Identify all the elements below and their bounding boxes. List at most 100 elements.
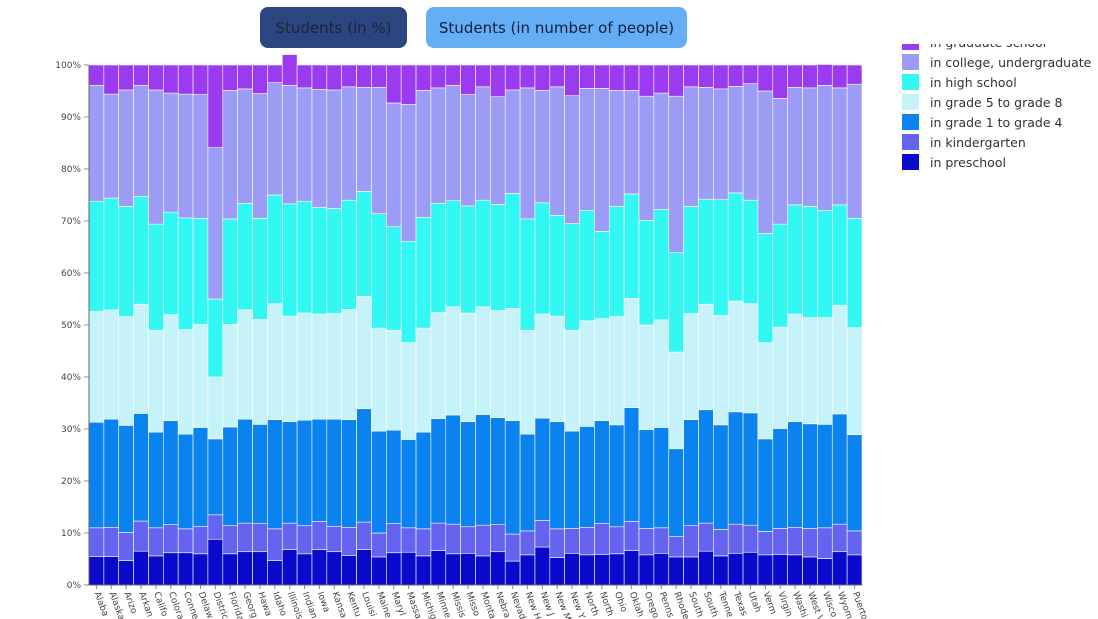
bar-segment [787,421,803,528]
legend-swatch [902,134,919,150]
legend-item[interactable]: in grade 5 to grade 8 [902,94,1062,110]
bar-segment [356,521,372,550]
bar-segment [683,419,699,527]
bar-segment [698,198,714,305]
bar-segment [118,64,134,91]
bar-segment [683,64,699,88]
bar-segment [148,527,164,557]
bar-segment [460,64,476,95]
bar-segment [341,526,357,556]
bar-segment [727,411,744,525]
bar-segment [698,87,714,200]
bar-segment [519,329,536,435]
bar-segment [623,64,640,91]
bar-segment [88,84,105,202]
bar-segment [133,64,149,86]
bar-segment [415,217,432,329]
bar-segment [222,324,238,428]
bar-segment [594,554,610,586]
bar-segment [88,527,105,557]
bar-segment [638,429,655,529]
bar-segment [386,329,402,431]
bar-segment [430,203,447,313]
legend-label: in college, undergraduate [930,54,1092,70]
bar-segment [653,552,670,586]
legend-label: in high school [930,74,1017,90]
students-count-button[interactable]: Students (in number of people) [426,7,687,48]
bar-segment [163,211,179,315]
bar-segment [802,423,818,529]
bar-segment [177,329,194,435]
bar-segment [133,550,149,586]
bar-segment [802,87,818,207]
bar-segment [356,191,372,297]
bar-segment [504,64,521,91]
bar-segment [103,93,120,199]
bar-segment [594,523,610,555]
bar-segment [207,438,224,516]
bar-segment [267,419,283,530]
bar-segment [192,525,209,555]
bar-segment [296,553,313,586]
legend-item[interactable]: in preschool [902,154,1006,170]
legend-item[interactable]: in graduate school [902,44,1046,50]
bar-segment [817,84,833,211]
bar-segment [386,429,402,524]
legend-item[interactable]: in college, undergraduate [902,54,1091,70]
bar-segment [311,64,328,90]
bar-segment [326,551,343,586]
bar-segment [579,554,595,586]
bar-segment [727,86,744,194]
students-percent-button[interactable]: Students (in %) [260,7,407,48]
bar-segment [192,324,209,428]
bar-segment [534,90,551,204]
bar-segment [311,207,328,315]
bar-segment [148,555,164,586]
bar-segment [802,556,818,586]
legend-item[interactable]: in kindergarten [902,134,1026,150]
legend-item[interactable]: in grade 1 to grade 4 [902,114,1062,130]
bar-segment [267,194,283,304]
bar-segment [817,527,833,559]
bar-segment [490,524,506,553]
bar-segment [742,64,759,85]
bar-segment [668,64,684,97]
bar-segment [281,549,298,586]
bar-segment [787,526,803,556]
bar-segment [88,311,105,423]
bar-segment [296,87,313,202]
legend-item[interactable]: in high school [902,74,1017,90]
bar-segment [371,556,387,586]
bar-segment [341,86,357,201]
bar-segment [713,315,729,426]
bar-segment [683,525,699,558]
bar-segment [653,64,670,94]
bar-segment [430,312,447,419]
bar-segment [787,313,803,423]
bar-segment [608,206,625,317]
bar-segment [653,427,670,529]
bar-segment [341,64,357,88]
bar-segment [727,552,744,586]
bar-segment [460,94,476,207]
bar-segment [207,64,224,148]
bar-segment [653,209,670,321]
bar-segment [564,64,580,96]
bar-segment [415,64,432,91]
bar-segment [163,92,179,213]
bar-segment [727,523,744,554]
chart-legend: in graduate school in college, undergradu… [902,44,1098,189]
bar-segment [564,552,580,586]
bar-segment [103,197,120,311]
bar-segment [787,204,803,315]
bar-segment [534,417,551,521]
bar-segment [296,64,313,89]
bar-segment [504,533,521,562]
bar-segment [504,193,521,309]
bar-segment [163,314,179,421]
bar-segment [103,64,120,95]
bar-segment [148,329,164,433]
bar-segment [490,551,506,586]
bar-segment [757,233,774,343]
bar-segment [445,306,461,416]
